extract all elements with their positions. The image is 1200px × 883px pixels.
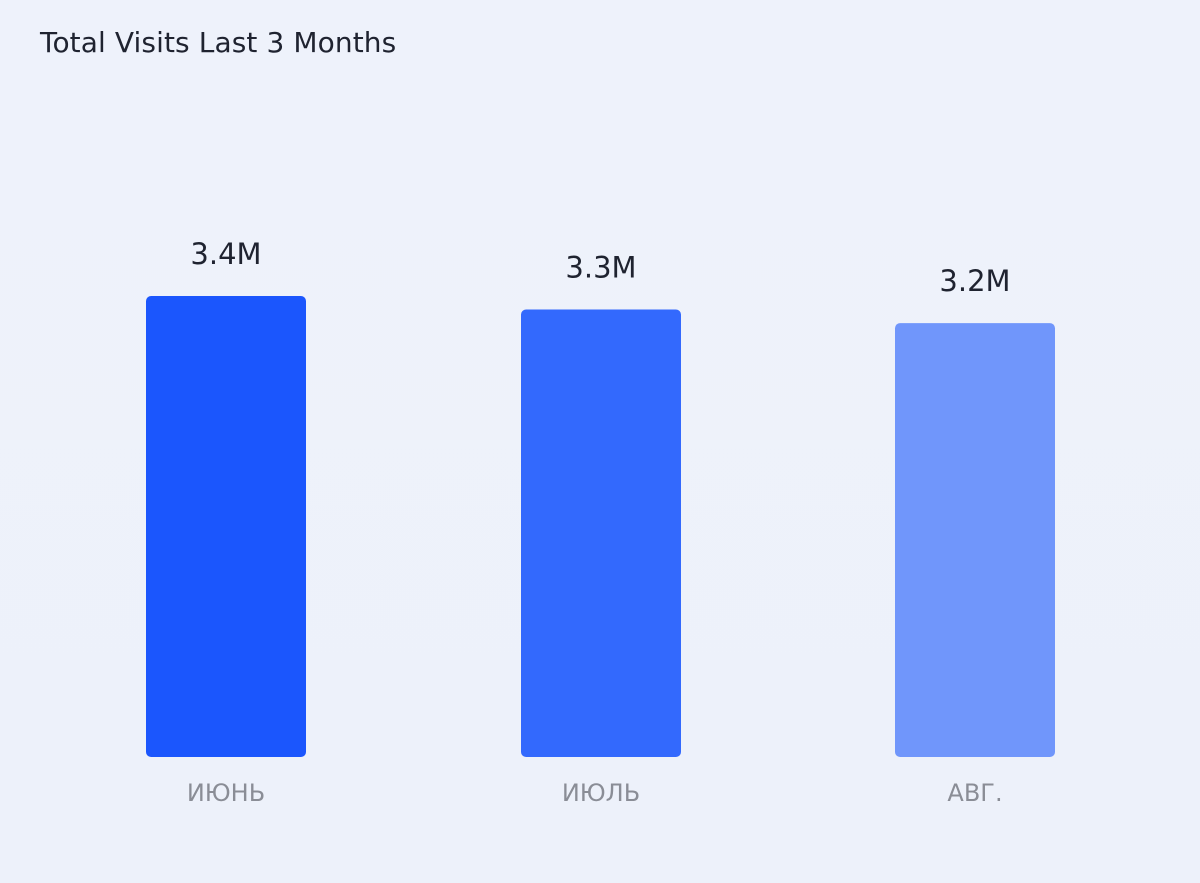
bar-value-label: 3.4M <box>190 237 261 271</box>
chart-title: Total Visits Last 3 Months <box>40 26 397 59</box>
bar-2 <box>521 309 681 757</box>
category-label: ИЮЛЬ <box>562 779 640 807</box>
bar-value-label: 3.3M <box>565 251 636 285</box>
category-label: АВГ. <box>947 779 1002 807</box>
bar-1 <box>146 296 306 757</box>
bar-3 <box>895 323 1055 757</box>
category-label: ИЮНЬ <box>187 779 265 807</box>
bar-value-label: 3.2M <box>939 264 1010 298</box>
